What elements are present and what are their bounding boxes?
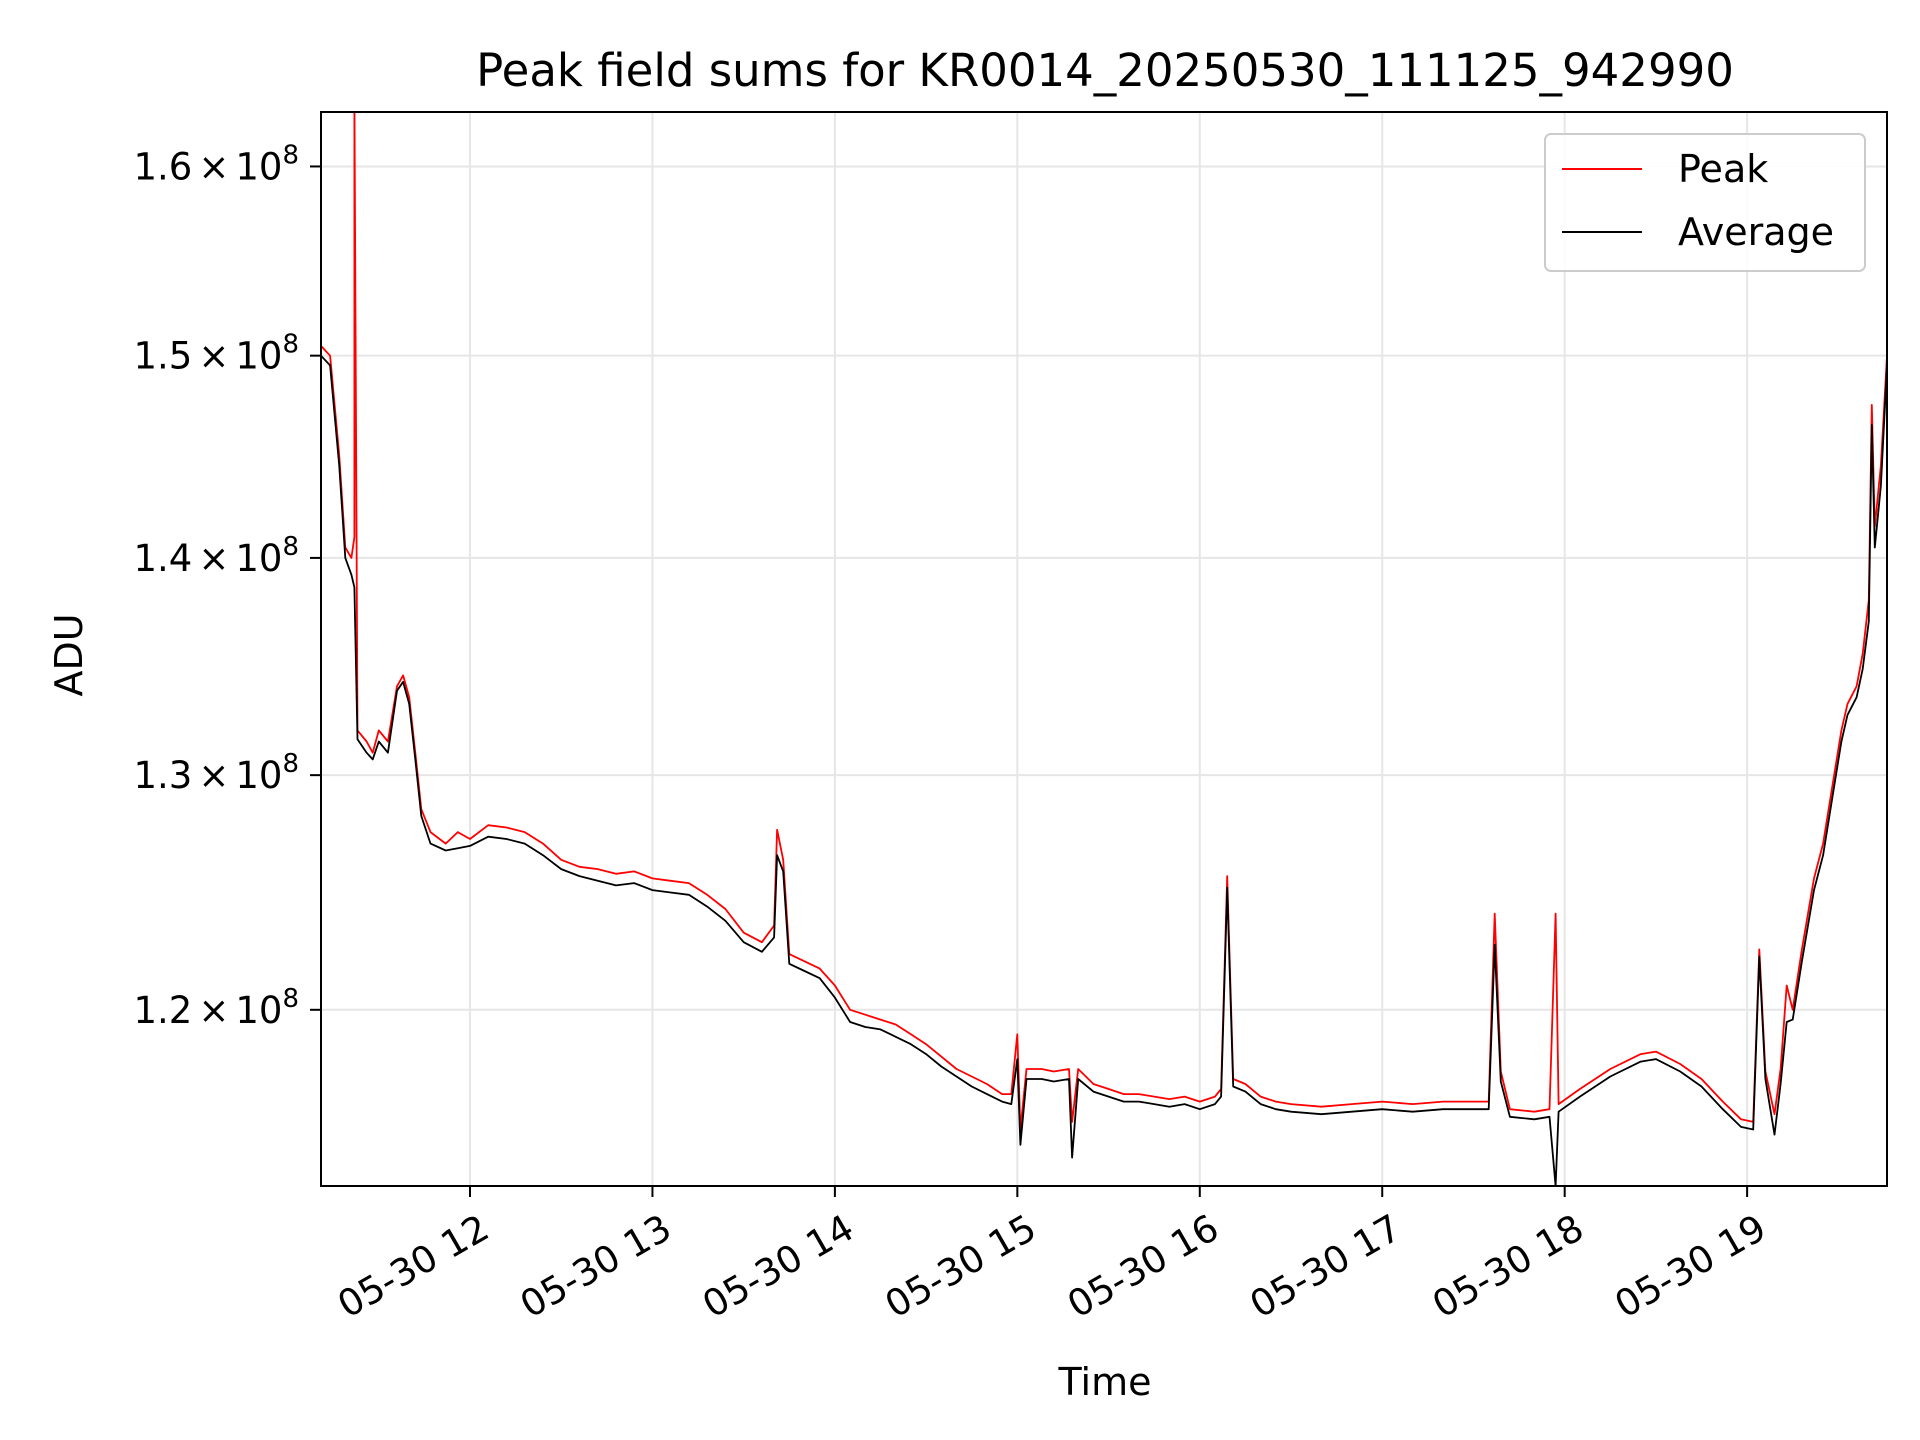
y-tick-base: 10 — [235, 537, 282, 580]
y-tick-label: 1.6 × 108 — [134, 140, 300, 188]
x-axis-label: Time — [1058, 1360, 1152, 1404]
series-line-average — [321, 350, 1887, 1186]
y-tick-exponent: 8 — [282, 749, 299, 779]
y-tick-mantissa: 1.4 — [134, 537, 193, 580]
grid-lines — [321, 112, 1887, 1186]
y-tick-label: 1.3 × 108 — [134, 749, 300, 797]
y-tick-times: × — [198, 754, 229, 797]
y-tick-exponent: 8 — [282, 140, 299, 170]
y-tick-mantissa: 1.3 — [134, 754, 193, 797]
legend: Peak Average — [1544, 133, 1866, 272]
y-tick-mantissa: 1.5 — [134, 335, 193, 378]
y-tick-times: × — [198, 537, 229, 580]
legend-label-average: Average — [1678, 210, 1834, 254]
y-tick-times: × — [198, 989, 229, 1032]
chart-title: Peak field sums for KR0014_20250530_1111… — [476, 44, 1734, 97]
y-tick-label: 1.5 × 108 — [134, 330, 300, 378]
plot-series — [321, 112, 1887, 1186]
y-tick-base: 10 — [235, 335, 282, 378]
y-tick-base: 10 — [235, 754, 282, 797]
y-tick-base: 10 — [235, 145, 282, 188]
y-tick-mantissa: 1.6 — [134, 145, 193, 188]
y-tick-exponent: 8 — [282, 532, 299, 562]
y-tick-exponent: 8 — [282, 984, 299, 1014]
y-tick-times: × — [198, 145, 229, 188]
axes-frame — [320, 111, 1888, 1187]
y-tick-label: 1.4 × 108 — [134, 532, 300, 580]
y-tick-base: 10 — [235, 989, 282, 1032]
y-axis-label: ADU — [47, 613, 91, 696]
y-tick-exponent: 8 — [282, 330, 299, 360]
y-tick-label: 1.2 × 108 — [134, 984, 300, 1032]
legend-label-peak: Peak — [1678, 147, 1768, 191]
y-tick-times: × — [198, 335, 229, 378]
y-tick-mantissa: 1.2 — [134, 989, 193, 1032]
